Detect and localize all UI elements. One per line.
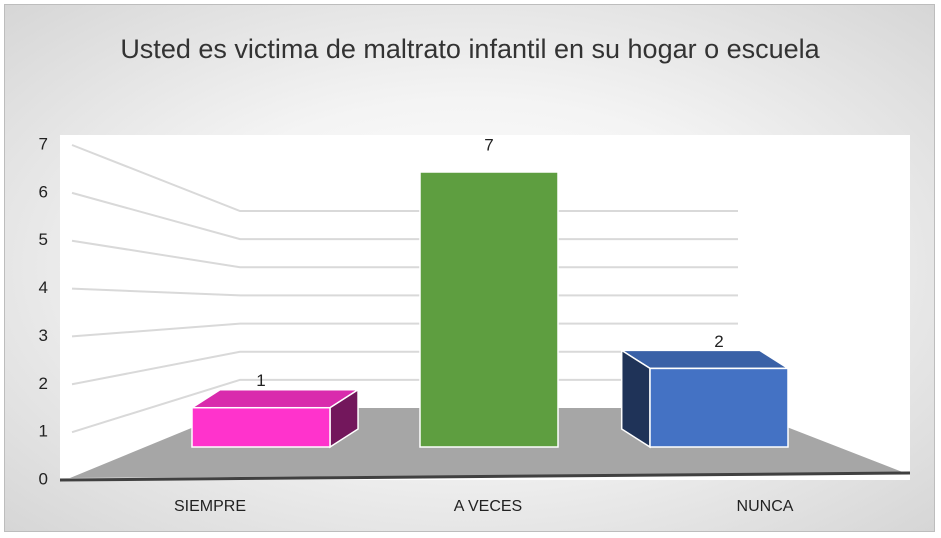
bar bbox=[419, 171, 559, 448]
data-label: 2 bbox=[714, 332, 723, 351]
chart-title: Usted es victima de maltrato infantil en… bbox=[120, 34, 820, 64]
grid-line bbox=[71, 191, 738, 241]
grid-line bbox=[71, 144, 738, 212]
data-label: 7 bbox=[484, 135, 493, 154]
x-tick-label: NUNCA bbox=[737, 498, 794, 515]
x-tick-label: SIEMPRE bbox=[174, 498, 246, 515]
y-tick-label: 1 bbox=[39, 422, 48, 441]
y-tick-label: 3 bbox=[39, 326, 48, 345]
y-tick-label: 5 bbox=[39, 230, 48, 249]
y-tick-label: 7 bbox=[39, 134, 48, 153]
bar-side bbox=[620, 349, 651, 449]
bar bbox=[649, 367, 789, 448]
y-tick-label: 0 bbox=[39, 469, 48, 488]
grid-line bbox=[71, 287, 738, 297]
grid-line bbox=[71, 322, 738, 338]
data-label: 1 bbox=[256, 371, 265, 390]
x-tick-label: A VECES bbox=[454, 498, 522, 515]
y-tick-label: 4 bbox=[39, 278, 48, 297]
x-axis bbox=[59, 471, 911, 482]
y-tick-label: 6 bbox=[39, 182, 48, 201]
bar bbox=[191, 406, 331, 448]
y-tick-label: 2 bbox=[39, 374, 48, 393]
grid-line bbox=[71, 378, 738, 434]
grid-line bbox=[71, 350, 738, 386]
grid-line bbox=[71, 239, 738, 269]
